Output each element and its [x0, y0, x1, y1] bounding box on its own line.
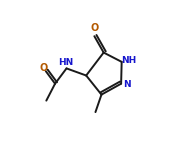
Text: NH: NH — [121, 56, 137, 65]
Text: O: O — [39, 63, 48, 73]
Text: HN: HN — [58, 58, 74, 67]
Text: N: N — [123, 80, 131, 89]
Text: O: O — [91, 23, 99, 33]
